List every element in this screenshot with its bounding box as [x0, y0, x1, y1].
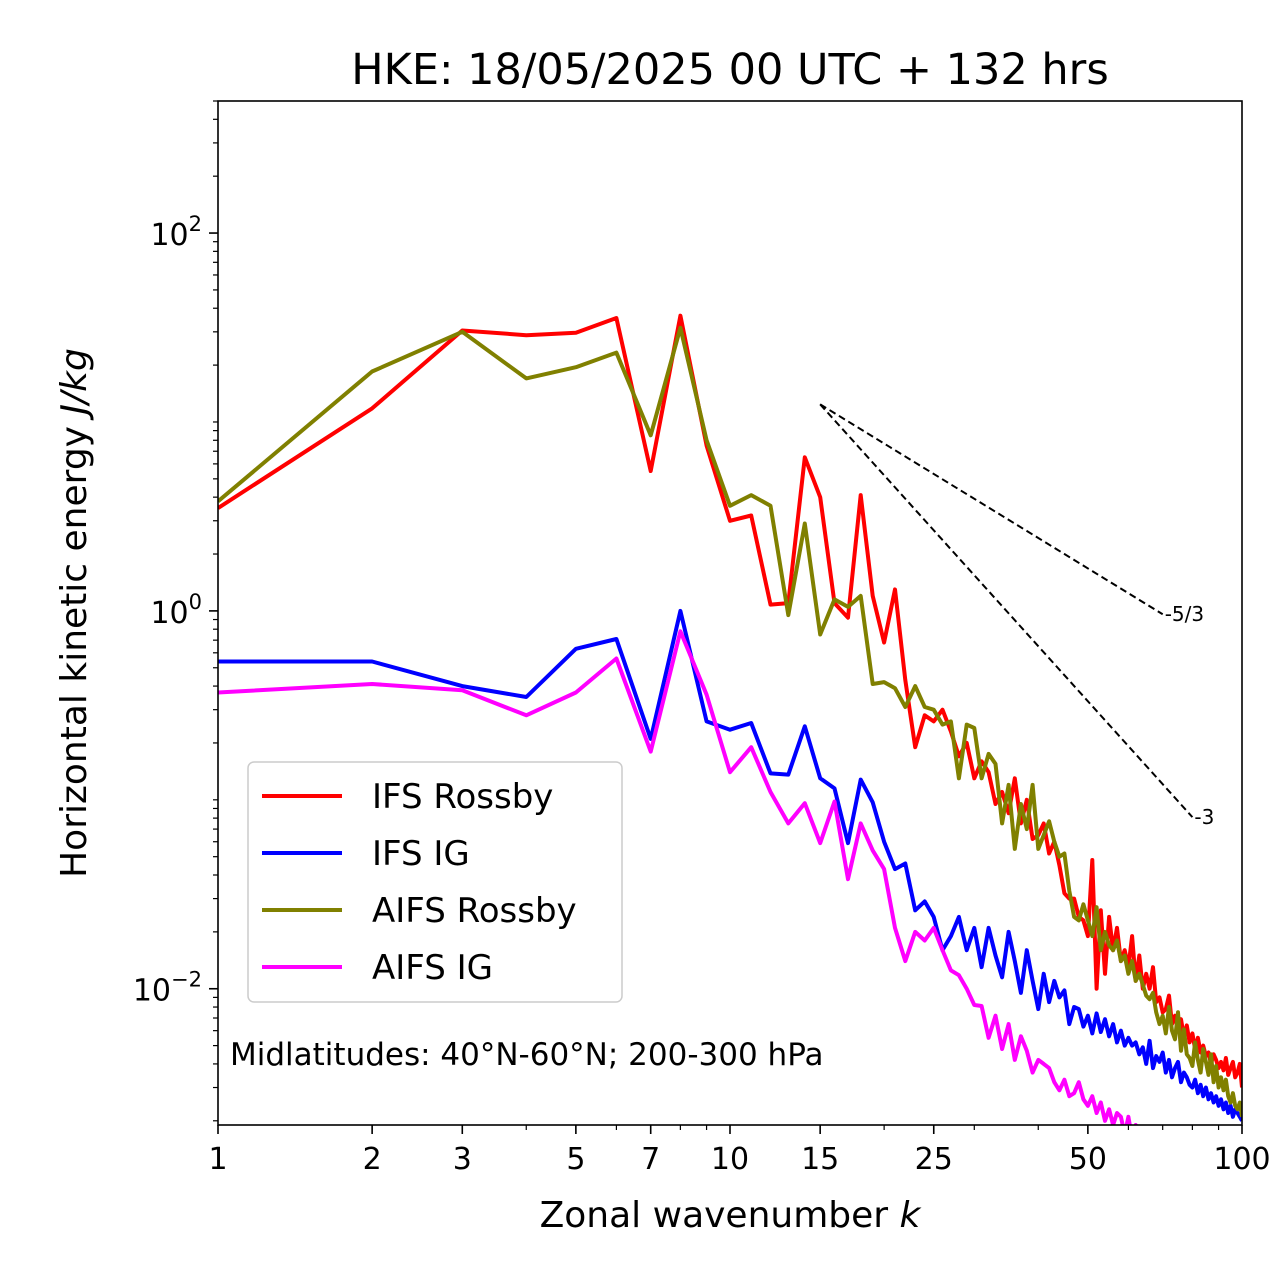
y-tick-label: 100 [150, 590, 202, 631]
y-tick-label-base: 10 [150, 596, 188, 631]
x-tick-label: 3 [453, 1142, 472, 1177]
x-tick-label: 10 [711, 1142, 749, 1177]
chart-title: HKE: 18/05/2025 00 UTC + 132 hrs [351, 45, 1108, 95]
x-axis-label-text: Zonal wavenumber [540, 1195, 889, 1236]
reference-slopes: -5/3 -3 [819, 403, 1214, 829]
y-tick-label: 10−2 [133, 968, 202, 1009]
y-tick-label-base: 10 [133, 974, 171, 1009]
legend: IFS Rossby IFS IG AIFS Rossby AIFS IG [247, 761, 623, 1003]
series-line-2 [218, 608, 1242, 1122]
x-tick-label: 7 [641, 1142, 660, 1177]
x-tick-label: 2 [363, 1142, 382, 1177]
x-tick-label: 15 [801, 1142, 839, 1177]
x-axis-label: Zonal wavenumber k [540, 1195, 923, 1236]
reference-slope-label-1: -5/3 [1165, 602, 1204, 626]
reference-slope-line-2 [819, 403, 1194, 818]
series-line-3 [218, 325, 1242, 1118]
x-tick-label: 5 [566, 1142, 585, 1177]
legend-label-2: IFS IG [372, 834, 470, 874]
series-lines [218, 313, 1242, 1125]
legend-label-3: AIFS Rossby [372, 891, 577, 931]
y-tick-label: 102 [150, 212, 202, 253]
legend-label-1: IFS Rossby [372, 777, 553, 817]
x-tick-label: 100 [1213, 1142, 1270, 1177]
x-tick-label: 1 [208, 1142, 227, 1177]
y-axis-label-unit: J/kg [54, 348, 95, 420]
y-tick-label-exponent: 2 [189, 212, 202, 236]
legend-box [247, 761, 623, 1003]
y-axis-label: Horizontal kinetic energy J/kg [54, 348, 95, 878]
y-tick-label-exponent: −2 [171, 968, 202, 992]
reference-slope-line-1 [819, 403, 1164, 616]
y-tick-label-base: 10 [150, 218, 188, 253]
x-axis-label-var: k [900, 1195, 923, 1236]
x-tick-label: 25 [915, 1142, 953, 1177]
y-tick-label-exponent: 0 [189, 590, 202, 614]
legend-label-4: AIFS IG [372, 948, 493, 988]
reference-slope-label-2: -3 [1194, 805, 1214, 829]
x-axis: 1 2 3 5 7 10 15 25 50 100 [208, 1125, 1271, 1177]
series-line-4 [218, 629, 1139, 1125]
region-annotation: Midlatitudes: 40°N-60°N; 200-300 hPa [230, 1037, 824, 1073]
y-axis-label-text: Horizontal kinetic energy [54, 426, 95, 878]
x-tick-label: 50 [1069, 1142, 1107, 1177]
